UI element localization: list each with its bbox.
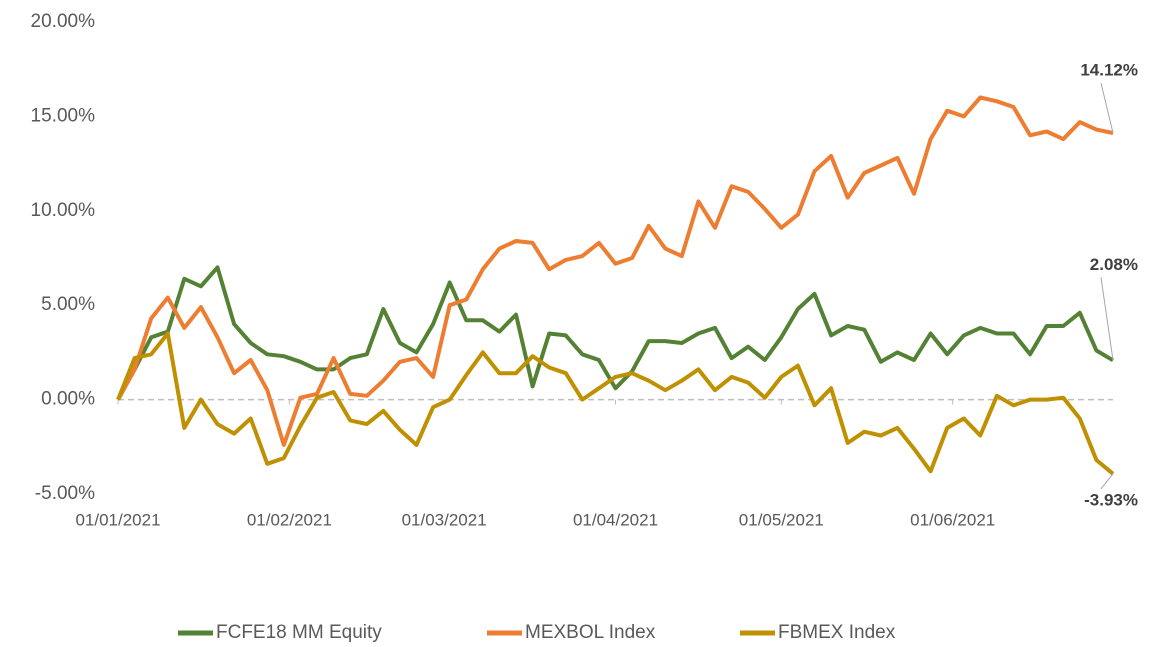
leader-line bbox=[1100, 473, 1114, 490]
x-tick-label: 01/03/2021 bbox=[402, 510, 487, 529]
x-tick-label: 01/02/2021 bbox=[247, 510, 332, 529]
x-tick-label: 01/06/2021 bbox=[910, 510, 995, 529]
y-tick-label: 5.00% bbox=[41, 294, 95, 315]
x-tick-label: 01/01/2021 bbox=[75, 510, 160, 529]
legend-label: FCFE18 MM Equity bbox=[216, 622, 382, 643]
series-line bbox=[116, 265, 1115, 401]
series-line bbox=[116, 331, 1115, 476]
legend-label: MEXBOL Index bbox=[525, 622, 656, 643]
value-label: -3.93% bbox=[1084, 490, 1138, 509]
y-tick-label: 15.00% bbox=[31, 105, 96, 126]
y-tick-label: 10.00% bbox=[31, 200, 96, 221]
legend-label: FBMEX Index bbox=[778, 622, 896, 643]
leader-line bbox=[1100, 277, 1114, 361]
y-tick-label: 0.00% bbox=[41, 389, 95, 410]
value-label: 14.12% bbox=[1080, 60, 1138, 79]
value-label: 2.08% bbox=[1090, 255, 1138, 274]
series-line bbox=[116, 95, 1114, 447]
x-tick-label: 01/04/2021 bbox=[573, 510, 658, 529]
x-tick-label: 01/05/2021 bbox=[739, 510, 824, 529]
y-tick-label: 20.00% bbox=[31, 11, 96, 32]
y-tick-label: -5.00% bbox=[35, 483, 95, 504]
leader-line bbox=[1100, 82, 1114, 134]
